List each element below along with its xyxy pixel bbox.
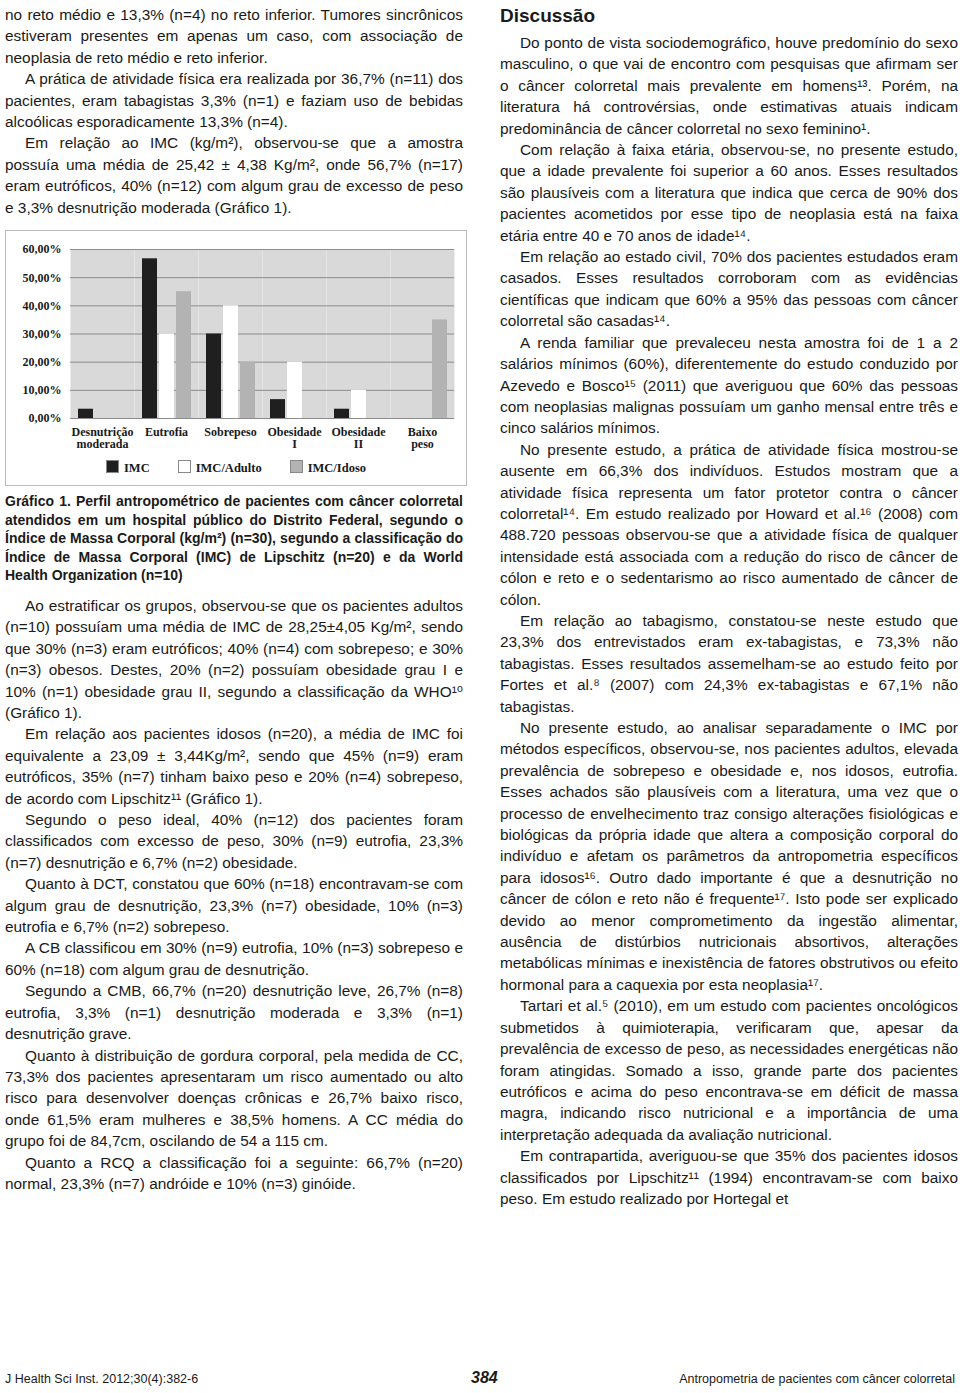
- html-text:Quanto a RCQ a classificação f: Quanto a RCQ a classificação foi a segui…: [5, 1153, 463, 1192]
- svg-text:ObesidadeII: ObesidadeII: [331, 425, 386, 451]
- svg-text:Sobrepeso: Sobrepeso: [204, 425, 256, 439]
- html-text:Com relação à faixa etária, ob: Com relação à faixa etária, observou-se,…: [500, 141, 958, 244]
- svg-text:Baixopeso: Baixopeso: [408, 425, 437, 451]
- html-text:Em contrapartida, averiguou-se: Em contrapartida, averiguou-se que 35% d…: [500, 1147, 958, 1207]
- html-text:Quanto à DCT, constatou que 60: Quanto à DCT, constatou que 60% (n=18) e…: [5, 875, 463, 936]
- html-text:IMC/Adulto: IMC/Adulto: [195, 461, 262, 476]
- html-text:A CB classificou em 30% (n=9): A CB classificou em 30% (n=9) eutrofia, …: [5, 939, 463, 978]
- html-text:No presente estudo, a prática: No presente estudo, a prática de ativida…: [500, 440, 958, 608]
- html-text:IMC: IMC: [124, 461, 150, 476]
- html-text:no reto médio e 13,3% (n=4) no: no reto médio e 13,3% (n=4) no reto infe…: [5, 6, 463, 66]
- svg-text:10,00%: 10,00%: [23, 383, 62, 397]
- html-text:Em relação ao IMC (kg/m²), obs: Em relação ao IMC (kg/m²), observou-se q…: [5, 134, 463, 216]
- html-text:Discussão: Discussão: [500, 5, 595, 26]
- html-text:Segundo a CMB, 66,7% (n=20) de: Segundo a CMB, 66,7% (n=20) desnutrição …: [5, 982, 463, 1043]
- svg-text:20,00%: 20,00%: [23, 355, 62, 369]
- svg-text:Eutrofia: Eutrofia: [145, 425, 188, 439]
- svg-text:Desnutriçãomoderada: Desnutriçãomoderada: [72, 425, 134, 451]
- html-text:Antropometria de pacientes com: Antropometria de pacientes com câncer co…: [679, 1372, 955, 1386]
- html-text:IMC/Idoso: IMC/Idoso: [307, 461, 366, 476]
- html-text:Gráfico 1. Perfil antropométri: Gráfico 1. Perfil antropométrico de paci…: [5, 493, 463, 584]
- svg-text:60,00%: 60,00%: [23, 242, 62, 256]
- html-text:Em relação ao tabagismo, const: Em relação ao tabagismo, constatou-se ne…: [500, 612, 958, 715]
- html-text:J Health Sci Inst. 2012;30(4):: J Health Sci Inst. 2012;30(4):382-6: [5, 1372, 199, 1386]
- svg-text:30,00%: 30,00%: [23, 327, 62, 341]
- html-text:A renda familiar que prevalece: A renda familiar que prevaleceu nesta am…: [500, 333, 958, 437]
- svg-text:0,00%: 0,00%: [29, 411, 62, 425]
- html-text:Segundo o peso ideal, 40% (n=1: Segundo o peso ideal, 40% (n=12) dos pac…: [5, 811, 463, 871]
- html-text:Em relação ao estado civil, 70: Em relação ao estado civil, 70% dos paci…: [500, 248, 958, 330]
- svg-text:40,00%: 40,00%: [23, 299, 62, 313]
- html-text:Ao estratificar os grupos, obs: Ao estratificar os grupos, observou-se q…: [5, 597, 463, 721]
- html-text:No presente estudo, ao analisa: No presente estudo, ao analisar separada…: [500, 719, 958, 993]
- svg-text:50,00%: 50,00%: [23, 271, 62, 285]
- html-text:Do ponto de vista sociodemográ: Do ponto de vista sociodemográfico, houv…: [500, 34, 958, 137]
- html-text:Tartari et al.⁵ (2010), em um: Tartari et al.⁵ (2010), em um estudo com…: [500, 997, 958, 1143]
- html-text:Em relação aos pacientes idoso: Em relação aos pacientes idosos (n=20), …: [5, 725, 463, 807]
- html-text:Quanto à distribuição de gordu: Quanto à distribuição de gordura corpora…: [5, 1046, 463, 1150]
- html-text:A prática de atividade física: A prática de atividade física era realiz…: [5, 70, 463, 130]
- html-text:384: 384: [471, 1369, 498, 1386]
- svg-text:ObesidadeI: ObesidadeI: [267, 425, 322, 451]
